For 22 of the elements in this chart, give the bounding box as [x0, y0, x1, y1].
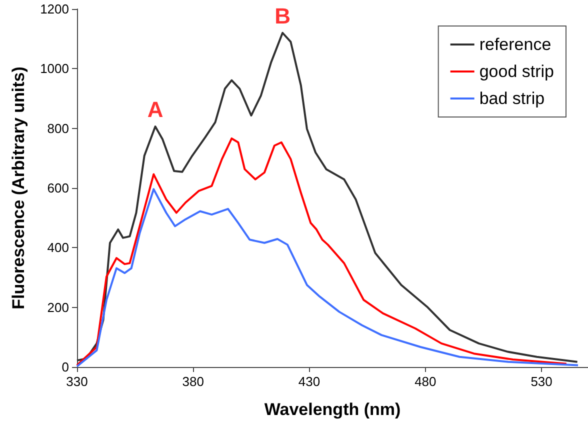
legend-label: good strip: [479, 62, 554, 81]
y-tick-label: 400: [47, 240, 69, 256]
x-tick-label: 530: [530, 374, 552, 389]
x-tick-label: 330: [66, 374, 88, 389]
line-series: [76, 137, 568, 366]
y-tick-label: 1000: [40, 61, 69, 76]
y-tick-label: 600: [47, 180, 69, 196]
y-axis-title: Fluorescence (Arbitrary units): [9, 66, 28, 310]
line-series: [76, 32, 578, 363]
x-tick-label: 480: [414, 374, 436, 389]
line-series: [76, 188, 580, 368]
y-tick-label: 1200: [40, 2, 69, 16]
x-tick-label: 430: [298, 374, 320, 389]
y-tick-label: 800: [47, 120, 69, 136]
x-axis-title: Wavelength (nm): [264, 400, 401, 419]
annotation: A: [147, 97, 164, 122]
legend-label: reference: [479, 35, 552, 54]
y-tick-label: 200: [47, 300, 69, 315]
y-tick-label: 0: [62, 360, 69, 374]
annotation: B: [274, 3, 291, 28]
x-tick-label: 380: [182, 374, 204, 389]
legend-label: bad strip: [479, 89, 545, 108]
